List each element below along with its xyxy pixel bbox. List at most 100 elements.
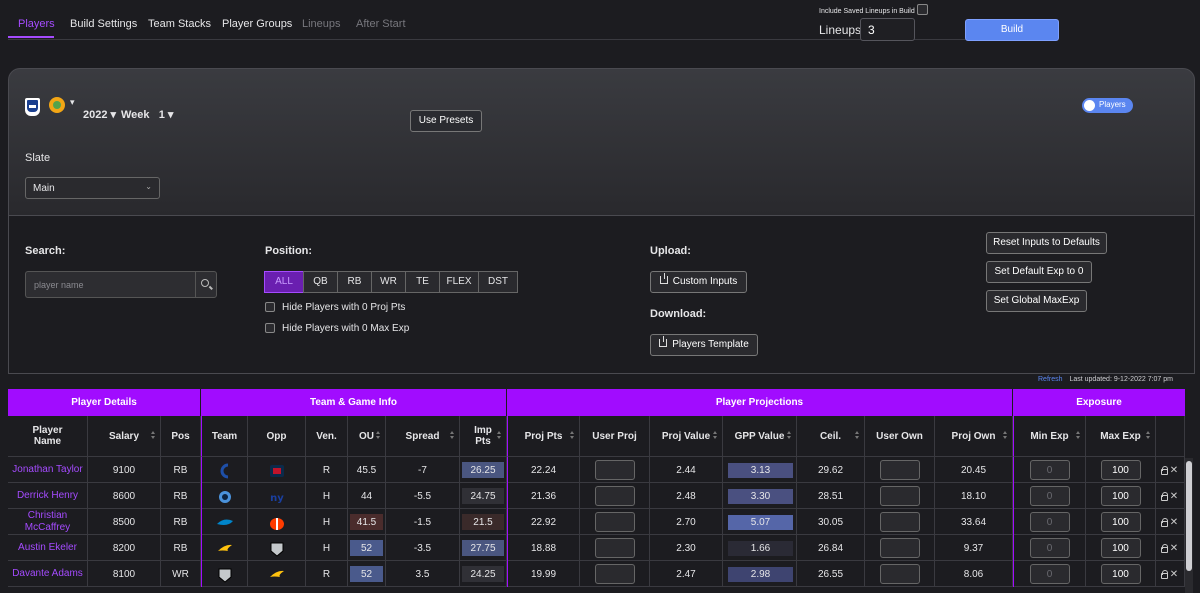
cell-ou: 52 [348,561,386,587]
refresh-link[interactable]: Refresh [1038,376,1063,383]
sort-icon[interactable] [713,431,718,441]
column-header-salary[interactable]: Salary [88,416,161,457]
tab-players[interactable]: Players [18,18,55,30]
column-header-max-exp[interactable]: Max Exp [1086,416,1156,457]
set-default-exp-button[interactable]: Set Default Exp to 0 [986,261,1092,283]
search-icon [201,279,209,287]
max-exp-input[interactable]: 100 [1100,512,1141,532]
lock-icon[interactable] [1160,491,1168,501]
chevron-down-icon[interactable]: ▾ [70,97,75,107]
user-own-input[interactable] [879,538,920,558]
imp-value: 26.25 [462,462,504,478]
tab-build-settings[interactable]: Build Settings [70,18,138,30]
search-button[interactable] [195,271,217,298]
custom-inputs-button[interactable]: Custom Inputs [650,271,747,293]
close-icon[interactable]: ✕ [1169,490,1180,502]
hide-zero-max-checkbox[interactable] [265,323,275,333]
cell-ceil: 29.62 [797,457,865,483]
close-icon[interactable]: ✕ [1169,464,1180,476]
cell-max-exp: 100 [1086,561,1156,587]
search-input[interactable] [25,271,195,298]
sort-icon[interactable] [1076,431,1081,441]
column-header-ceil[interactable]: Ceil. [797,416,865,457]
lock-icon[interactable] [1160,543,1168,553]
cell-salary: 8500 [88,509,161,535]
close-icon[interactable]: ✕ [1169,516,1180,528]
sort-icon[interactable] [450,431,455,441]
user-proj-input[interactable] [594,460,635,480]
user-proj-input[interactable] [594,538,635,558]
column-header-ou[interactable]: OU [348,416,386,457]
sort-icon[interactable] [497,431,502,441]
scrollbar-thumb[interactable] [1186,461,1192,571]
sort-icon[interactable] [787,431,792,441]
min-exp-input[interactable]: 0 [1029,486,1070,506]
tab-player-groups[interactable]: Player Groups [222,18,293,30]
lock-icon[interactable] [1160,465,1168,475]
year-select[interactable]: 2022 ▾ [83,109,117,121]
cell-name[interactable]: Derrick Henry [8,483,88,509]
week-select[interactable]: Week 1 ▾ [121,109,174,121]
sort-icon[interactable] [1146,431,1151,441]
column-header-proj-value[interactable]: Proj Value [650,416,723,457]
hide-zero-proj-checkbox[interactable] [265,302,275,312]
lock-icon[interactable] [1160,517,1168,527]
draftkings-logo-icon[interactable] [49,97,65,113]
max-exp-input[interactable]: 100 [1100,460,1141,480]
slate-select[interactable]: Main ⌄ [25,177,160,199]
max-exp-input[interactable]: 100 [1100,486,1141,506]
tab-after-start[interactable]: After Start [356,18,406,30]
include-saved-checkbox[interactable] [917,4,928,15]
position-qb-button[interactable]: QB [303,271,338,293]
user-proj-input[interactable] [594,512,635,532]
min-exp-input[interactable]: 0 [1029,538,1070,558]
sort-icon[interactable] [151,431,156,441]
players-template-button[interactable]: Players Template [650,334,758,356]
tab-lineups[interactable]: Lineups [302,18,341,30]
min-exp-input[interactable]: 0 [1029,564,1070,584]
sort-icon[interactable] [855,431,860,441]
players-toggle[interactable]: Players [1082,98,1133,113]
column-header-gpp[interactable]: GPP Value [723,416,797,457]
table-scrollbar[interactable] [1185,458,1193,593]
set-global-maxexp-button[interactable]: Set Global MaxExp [986,290,1087,312]
close-icon[interactable]: ✕ [1169,542,1180,554]
sort-icon[interactable] [570,431,575,441]
min-exp-input[interactable]: 0 [1029,460,1070,480]
position-te-button[interactable]: TE [405,271,440,293]
position-wr-button[interactable]: WR [371,271,406,293]
cell-name[interactable]: Christian McCaffrey [8,509,88,535]
min-exp-input[interactable]: 0 [1029,512,1070,532]
user-own-input[interactable] [879,460,920,480]
position-flex-button[interactable]: FLEX [439,271,479,293]
user-proj-input[interactable] [594,486,635,506]
column-header-spread[interactable]: Spread [386,416,460,457]
column-header-proj-own[interactable]: Proj Own [935,416,1013,457]
user-own-input[interactable] [879,564,920,584]
user-proj-input[interactable] [594,564,635,584]
column-header-imp[interactable]: Imp Pts [460,416,507,457]
position-rb-button[interactable]: RB [337,271,372,293]
position-all-button[interactable]: ALL [264,271,304,293]
position-dst-button[interactable]: DST [478,271,518,293]
column-header-proj[interactable]: Proj Pts [507,416,580,457]
cell-name[interactable]: Davante Adams [8,561,88,587]
close-icon[interactable]: ✕ [1169,568,1180,580]
cell-name[interactable]: Austin Ekeler [8,535,88,561]
toggle-label: Players [1099,100,1126,109]
use-presets-button[interactable]: Use Presets [410,110,482,132]
sort-icon[interactable] [376,431,381,441]
lineups-input[interactable] [860,18,915,41]
user-own-input[interactable] [879,512,920,532]
cell-name[interactable]: Jonathan Taylor [8,457,88,483]
tab-team-stacks[interactable]: Team Stacks [148,18,211,30]
max-exp-input[interactable]: 100 [1100,564,1141,584]
table-row: Derrick Henry 8600 RB ny H 44 -5.5 24.75 21.36 2.… [8,483,1185,509]
sort-icon[interactable] [1003,431,1008,441]
column-header-min-exp[interactable]: Min Exp [1013,416,1086,457]
user-own-input[interactable] [879,486,920,506]
reset-inputs-button[interactable]: Reset Inputs to Defaults [986,232,1107,254]
max-exp-input[interactable]: 100 [1100,538,1141,558]
lock-icon[interactable] [1160,569,1168,579]
build-button[interactable]: Build [965,19,1059,41]
